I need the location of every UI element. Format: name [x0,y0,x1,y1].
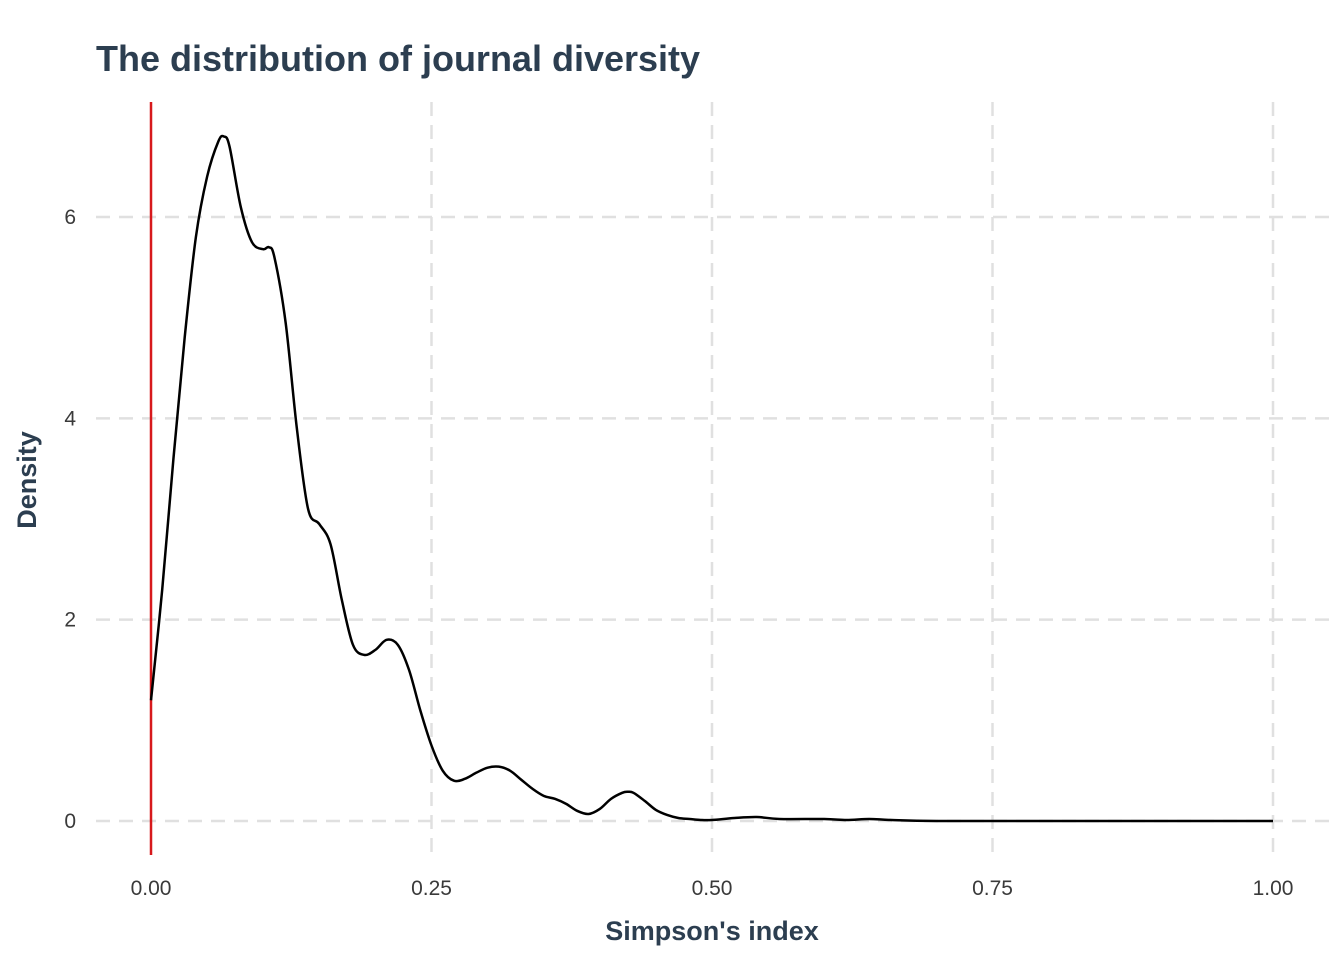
x-tick-label: 0.25 [411,877,452,900]
grid-lines [96,102,1330,855]
x-tick-label: 0.50 [692,877,733,900]
y-tick-label: 4 [64,407,76,430]
x-axis-title: Simpson's index [605,916,818,946]
density-curve-layer [149,134,1273,823]
density-curve [149,134,1273,823]
x-tick-label: 1.00 [1253,877,1294,900]
chart-title: The distribution of journal diversity [96,38,701,79]
x-axis-ticks: 0.00 0.25 0.50 0.75 1.00 [131,877,1294,900]
y-axis-title: Density [12,431,42,529]
x-tick-label: 0.00 [131,877,172,900]
x-tick-label: 0.75 [972,877,1013,900]
y-axis-ticks: 0 2 4 6 [64,206,76,833]
y-tick-label: 2 [64,609,76,632]
y-tick-label: 0 [64,810,76,833]
y-tick-label: 6 [64,206,76,229]
